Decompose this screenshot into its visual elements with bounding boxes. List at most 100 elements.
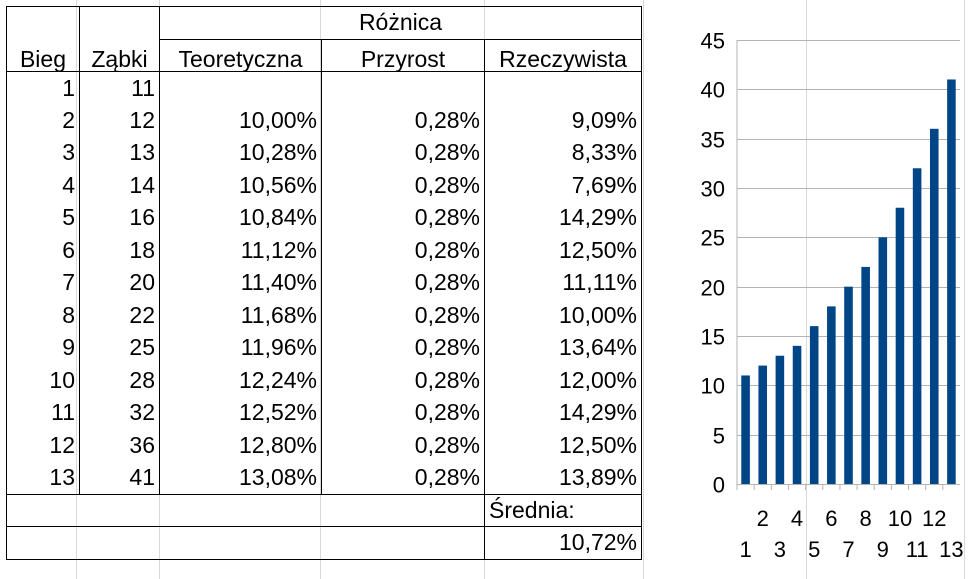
cell-teoretyczna[interactable]: 12,52% xyxy=(159,396,322,429)
table-row: 1 11 xyxy=(6,71,642,104)
cell-rzeczywista[interactable]: 11,11% xyxy=(484,266,642,299)
cell-rzeczywista[interactable]: 13,89% xyxy=(484,461,642,495)
group-header-roznica[interactable]: Różnica xyxy=(159,6,642,40)
empty-cell[interactable] xyxy=(159,494,485,527)
cell-rzeczywista[interactable]: 14,29% xyxy=(484,396,642,429)
y-tick-label: 10 xyxy=(701,374,725,399)
cell-zabki[interactable]: 11 xyxy=(79,71,160,104)
x-tick-label: 8 xyxy=(860,506,872,531)
cell-przyrost[interactable]: 0,28% xyxy=(321,396,485,429)
empty-cell[interactable] xyxy=(159,526,485,560)
cell-zabki[interactable]: 14 xyxy=(79,169,160,202)
y-tick-label: 5 xyxy=(713,424,725,449)
average-label[interactable]: Średnia: xyxy=(484,494,642,527)
bar xyxy=(741,375,750,484)
empty-cell[interactable] xyxy=(6,526,160,560)
cell-bieg[interactable]: 3 xyxy=(6,136,80,169)
cell-rzeczywista[interactable]: 14,29% xyxy=(484,201,642,234)
cell-rzeczywista[interactable]: 13,64% xyxy=(484,331,642,364)
empty-cell[interactable] xyxy=(79,6,160,39)
cell-zabki[interactable]: 16 xyxy=(79,201,160,234)
y-tick-label: 20 xyxy=(701,276,725,301)
table-row: 12 36 12,80% 0,28% 12,50% xyxy=(6,429,642,462)
cell-zabki[interactable]: 36 xyxy=(79,429,160,462)
bar xyxy=(844,286,853,484)
cell-teoretyczna[interactable]: 13,08% xyxy=(159,461,322,495)
y-tick-label: 15 xyxy=(701,325,725,350)
cell-rzeczywista[interactable] xyxy=(484,71,642,104)
cell-przyrost[interactable]: 0,28% xyxy=(321,201,485,234)
cell-zabki[interactable]: 20 xyxy=(79,266,160,299)
cell-zabki[interactable]: 41 xyxy=(79,461,160,495)
cell-bieg[interactable]: 6 xyxy=(6,234,80,267)
cell-teoretyczna[interactable] xyxy=(159,71,322,104)
cell-teoretyczna[interactable]: 11,40% xyxy=(159,266,322,299)
cell-bieg[interactable]: 9 xyxy=(6,331,80,364)
cell-bieg[interactable]: 8 xyxy=(6,299,80,332)
x-tick-label: 2 xyxy=(757,506,769,531)
cell-bieg[interactable]: 7 xyxy=(6,266,80,299)
cell-zabki[interactable]: 18 xyxy=(79,234,160,267)
cell-bieg[interactable]: 13 xyxy=(6,461,80,495)
cell-przyrost[interactable]: 0,28% xyxy=(321,234,485,267)
cell-przyrost[interactable]: 0,28% xyxy=(321,104,485,137)
cell-bieg[interactable]: 11 xyxy=(6,396,80,429)
cell-zabki[interactable]: 13 xyxy=(79,136,160,169)
cell-rzeczywista[interactable]: 12,50% xyxy=(484,234,642,267)
bar xyxy=(861,266,870,484)
cell-rzeczywista[interactable]: 9,09% xyxy=(484,104,642,137)
empty-cell[interactable] xyxy=(6,6,80,39)
cell-teoretyczna[interactable]: 10,00% xyxy=(159,104,322,137)
cell-teoretyczna[interactable]: 12,80% xyxy=(159,429,322,462)
cell-teoretyczna[interactable]: 10,84% xyxy=(159,201,322,234)
cell-rzeczywista[interactable]: 7,69% xyxy=(484,169,642,202)
cell-rzeczywista[interactable]: 10,00% xyxy=(484,299,642,332)
header-bieg[interactable]: Bieg xyxy=(6,39,80,72)
cell-rzeczywista[interactable]: 12,50% xyxy=(484,429,642,462)
header-teoretyczna[interactable]: Teoretyczna xyxy=(159,39,322,72)
cell-teoretyczna[interactable]: 10,28% xyxy=(159,136,322,169)
bar xyxy=(775,355,785,484)
table-row: 11 32 12,52% 0,28% 14,29% xyxy=(6,396,642,429)
cell-bieg[interactable]: 5 xyxy=(6,201,80,234)
cell-przyrost[interactable]: 0,28% xyxy=(321,136,485,169)
cell-zabki[interactable]: 28 xyxy=(79,364,160,397)
bar xyxy=(912,168,922,484)
cell-teoretyczna[interactable]: 10,56% xyxy=(159,169,322,202)
x-tick-label: 5 xyxy=(808,537,820,562)
cell-rzeczywista[interactable]: 8,33% xyxy=(484,136,642,169)
table-row: 3 13 10,28% 0,28% 8,33% xyxy=(6,136,642,169)
cell-bieg[interactable]: 2 xyxy=(6,104,80,137)
header-przyrost[interactable]: Przyrost xyxy=(321,39,485,72)
cell-zabki[interactable]: 22 xyxy=(79,299,160,332)
cell-przyrost[interactable]: 0,28% xyxy=(321,169,485,202)
cell-teoretyczna[interactable]: 12,24% xyxy=(159,364,322,397)
cell-przyrost[interactable]: 0,28% xyxy=(321,331,485,364)
cell-przyrost[interactable]: 0,28% xyxy=(321,461,485,495)
x-tick-label: 11 xyxy=(906,537,929,562)
bar xyxy=(758,365,768,484)
average-value[interactable]: 10,72% xyxy=(484,526,642,560)
cell-zabki[interactable]: 32 xyxy=(79,396,160,429)
cell-bieg[interactable]: 4 xyxy=(6,169,80,202)
cell-rzeczywista[interactable]: 12,00% xyxy=(484,364,642,397)
cell-bieg[interactable]: 12 xyxy=(6,429,80,462)
bar xyxy=(878,237,888,484)
cell-przyrost[interactable]: 0,28% xyxy=(321,429,485,462)
cell-przyrost[interactable]: 0,28% xyxy=(321,266,485,299)
bar xyxy=(792,345,802,484)
cell-przyrost[interactable] xyxy=(321,71,485,104)
table-row: 2 12 10,00% 0,28% 9,09% xyxy=(6,104,642,137)
cell-bieg[interactable]: 1 xyxy=(6,71,80,104)
cell-teoretyczna[interactable]: 11,12% xyxy=(159,234,322,267)
empty-cell[interactable] xyxy=(6,494,160,527)
cell-teoretyczna[interactable]: 11,96% xyxy=(159,331,322,364)
header-rzeczywista[interactable]: Rzeczywista xyxy=(484,39,642,72)
cell-teoretyczna[interactable]: 11,68% xyxy=(159,299,322,332)
cell-zabki[interactable]: 25 xyxy=(79,331,160,364)
cell-przyrost[interactable]: 0,28% xyxy=(321,299,485,332)
cell-bieg[interactable]: 10 xyxy=(6,364,80,397)
cell-zabki[interactable]: 12 xyxy=(79,104,160,137)
cell-przyrost[interactable]: 0,28% xyxy=(321,364,485,397)
header-zabki[interactable]: Ząbki xyxy=(79,39,160,72)
